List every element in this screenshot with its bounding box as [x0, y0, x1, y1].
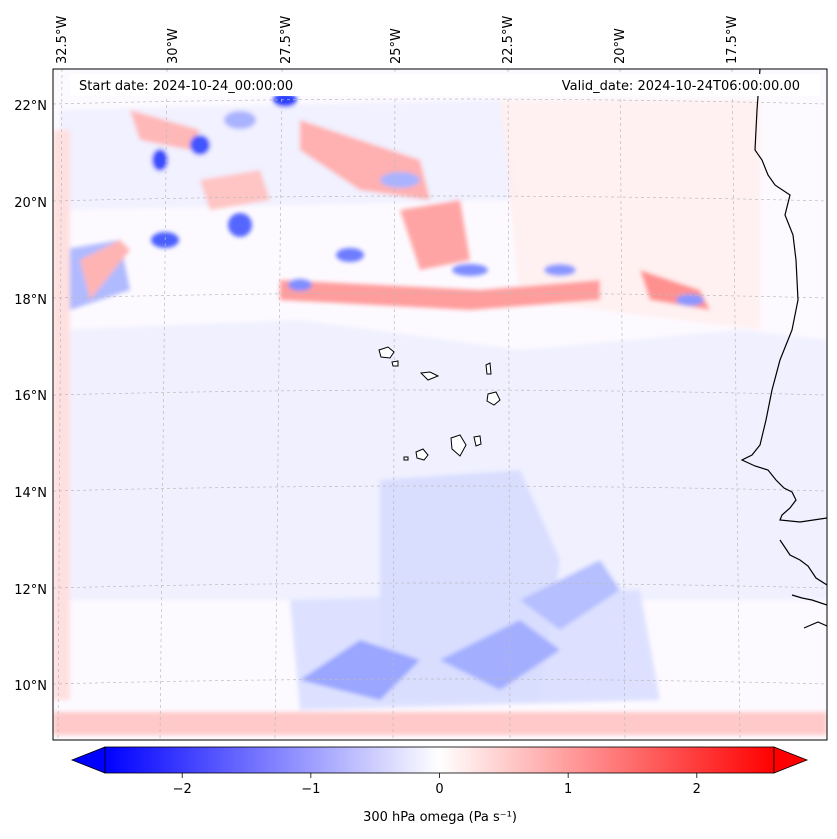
lon-label: 17.5°W [725, 16, 740, 64]
lon-label: 25°W [389, 28, 404, 64]
colorbar-label: 300 hPa omega (Pa s⁻¹) [363, 810, 517, 825]
map-panel: Start date: 2024-10-24_00:00:00 Valid_da… [52, 68, 828, 741]
colorbar-tick-label: −2 [173, 782, 192, 797]
colorbar-tick-label: 1 [564, 782, 572, 797]
lat-label: 14°N [14, 486, 47, 501]
annotation-background [70, 74, 820, 96]
gridlines [52, 68, 828, 741]
lat-label: 10°N [14, 679, 47, 694]
lon-label: 30°W [166, 28, 181, 64]
start-date-label: Start date: 2024-10-24_00:00:00 [79, 79, 293, 94]
colorbar-tick-label: −1 [301, 782, 320, 797]
lat-label: 16°N [14, 389, 47, 404]
colorbar: −2 −1 0 1 2 300 hPa omega (Pa s⁻¹) [70, 746, 809, 825]
lon-label: 32.5°W [55, 16, 70, 64]
map-frame [52, 68, 828, 741]
colorbar-gradient [104, 746, 775, 774]
colorbar-extend-low [70, 746, 106, 774]
longitude-labels: 32.5°W 30°W 27.5°W 25°W 22.5°W 20°W 17.5… [55, 16, 740, 64]
colorbar-tick-label: 2 [693, 782, 701, 797]
latitude-labels: 22°N 20°N 18°N 16°N 14°N 12°N 10°N [14, 99, 47, 694]
lon-label: 27.5°W [279, 16, 294, 64]
coastline [740, 69, 827, 629]
lon-label: 20°W [613, 28, 628, 64]
lat-label: 18°N [14, 293, 47, 308]
colorbar-tick-label: 0 [435, 782, 443, 797]
lat-label: 22°N [14, 99, 47, 114]
valid-date-label: Valid_date: 2024-10-24T06:00:00.00 [562, 79, 800, 94]
colorbar-extend-high [773, 746, 809, 774]
lon-label: 22.5°W [501, 16, 516, 64]
omega-field [53, 93, 827, 735]
colorbar-ticks: −2 −1 0 1 2 [173, 773, 701, 797]
lat-label: 12°N [14, 583, 47, 598]
lat-label: 20°N [14, 196, 47, 211]
cape-verde-islands [378, 346, 501, 461]
